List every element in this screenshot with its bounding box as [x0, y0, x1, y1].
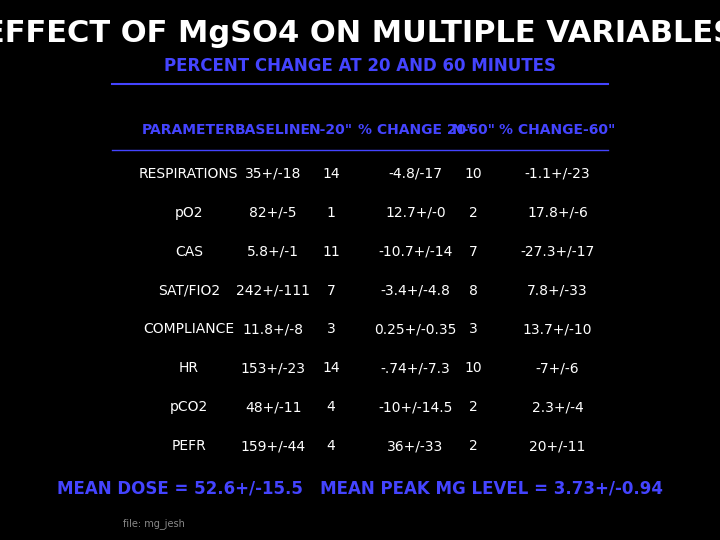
Text: % CHANGE 20": % CHANGE 20"	[358, 123, 473, 137]
Text: 7: 7	[327, 284, 336, 298]
Text: 48+/-11: 48+/-11	[245, 400, 301, 414]
Text: 14: 14	[323, 361, 340, 375]
Text: PERCENT CHANGE AT 20 AND 60 MINUTES: PERCENT CHANGE AT 20 AND 60 MINUTES	[164, 57, 556, 75]
Text: SAT/FIO2: SAT/FIO2	[158, 284, 220, 298]
Text: 2.3+/-4: 2.3+/-4	[531, 400, 583, 414]
Text: BASELINE: BASELINE	[235, 123, 311, 137]
Text: MEAN DOSE = 52.6+/-15.5   MEAN PEAK MG LEVEL = 3.73+/-0.94: MEAN DOSE = 52.6+/-15.5 MEAN PEAK MG LEV…	[57, 480, 663, 498]
Text: -27.3+/-17: -27.3+/-17	[521, 245, 595, 259]
Text: 14: 14	[323, 167, 340, 181]
Text: N-60": N-60"	[451, 123, 495, 137]
Text: -1.1+/-23: -1.1+/-23	[525, 167, 590, 181]
Text: 159+/-44: 159+/-44	[240, 439, 305, 453]
Text: pO2: pO2	[174, 206, 203, 220]
Text: PARAMETER: PARAMETER	[142, 123, 236, 137]
Text: 17.8+/-6: 17.8+/-6	[527, 206, 588, 220]
Text: file: mg_jesh: file: mg_jesh	[123, 518, 185, 529]
Text: 12.7+/-0: 12.7+/-0	[385, 206, 446, 220]
Text: 0.25+/-0.35: 0.25+/-0.35	[374, 322, 456, 336]
Text: -4.8/-17: -4.8/-17	[388, 167, 442, 181]
Text: 13.7+/-10: 13.7+/-10	[523, 322, 593, 336]
Text: -10+/-14.5: -10+/-14.5	[378, 400, 452, 414]
Text: CAS: CAS	[175, 245, 203, 259]
Text: 4: 4	[327, 439, 336, 453]
Text: 242+/-111: 242+/-111	[236, 284, 310, 298]
Text: 2: 2	[469, 206, 477, 220]
Text: 35+/-18: 35+/-18	[245, 167, 301, 181]
Text: 4: 4	[327, 400, 336, 414]
Text: 10: 10	[464, 167, 482, 181]
Text: HR: HR	[179, 361, 199, 375]
Text: 20+/-11: 20+/-11	[529, 439, 586, 453]
Text: 3: 3	[327, 322, 336, 336]
Text: -7+/-6: -7+/-6	[536, 361, 580, 375]
Text: % CHANGE-60": % CHANGE-60"	[500, 123, 616, 137]
Text: 1: 1	[327, 206, 336, 220]
Text: 11.8+/-8: 11.8+/-8	[243, 322, 304, 336]
Text: -.74+/-7.3: -.74+/-7.3	[380, 361, 450, 375]
Text: -10.7+/-14: -10.7+/-14	[378, 245, 452, 259]
Text: 7.8+/-33: 7.8+/-33	[527, 284, 588, 298]
Text: COMPLIANCE: COMPLIANCE	[143, 322, 234, 336]
Text: PEFR: PEFR	[171, 439, 206, 453]
Text: 11: 11	[322, 245, 340, 259]
Text: RESPIRATIONS: RESPIRATIONS	[139, 167, 238, 181]
Text: 5.8+/-1: 5.8+/-1	[247, 245, 299, 259]
Text: 153+/-23: 153+/-23	[240, 361, 305, 375]
Text: 2: 2	[469, 400, 477, 414]
Text: 8: 8	[469, 284, 477, 298]
Text: N-20": N-20"	[309, 123, 353, 137]
Text: 10: 10	[464, 361, 482, 375]
Text: EFFECT OF MgSO4 ON MULTIPLE VARIABLES: EFFECT OF MgSO4 ON MULTIPLE VARIABLES	[0, 19, 720, 48]
Text: -3.4+/-4.8: -3.4+/-4.8	[380, 284, 450, 298]
Text: 36+/-33: 36+/-33	[387, 439, 444, 453]
Text: 3: 3	[469, 322, 477, 336]
Text: 82+/-5: 82+/-5	[249, 206, 297, 220]
Text: 7: 7	[469, 245, 477, 259]
Text: 2: 2	[469, 439, 477, 453]
Text: pCO2: pCO2	[170, 400, 208, 414]
